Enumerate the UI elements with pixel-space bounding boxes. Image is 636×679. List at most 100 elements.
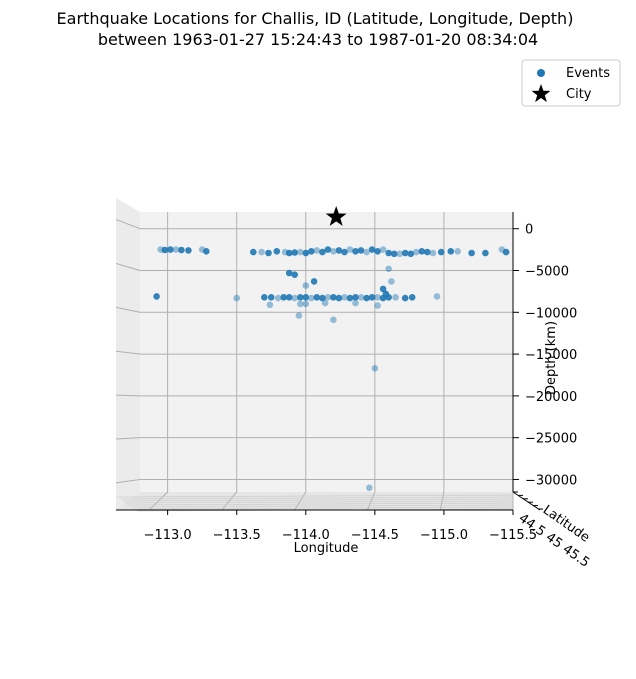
event-point (295, 312, 303, 319)
event-point (291, 271, 299, 279)
x-tick-label: −115.0 (420, 528, 468, 543)
y-axis-line (512, 491, 541, 511)
event-point (454, 248, 462, 255)
event-point (265, 249, 272, 257)
event-point (390, 250, 398, 258)
event-point (352, 294, 359, 301)
event-point (341, 294, 348, 301)
event-point (385, 265, 393, 273)
legend-marker-city (531, 84, 551, 103)
z-tick-label: 0 (525, 223, 533, 238)
event-point (341, 248, 348, 256)
event-point (371, 365, 379, 372)
floor-gridline (439, 491, 445, 511)
event-point (319, 294, 326, 302)
chart-subtitle: between 1963-01-27 15:24:43 to 1987-01-2… (98, 30, 538, 49)
event-point (302, 282, 310, 289)
event-point (392, 294, 399, 301)
event-point (297, 248, 304, 256)
tick-labels: −113.0 −113.5 −114.0 −114.5 −115.0 −115.5 0 −50… (144, 223, 578, 543)
event-point (250, 248, 257, 256)
event-point (274, 294, 282, 302)
floor-depth-line (118, 496, 514, 500)
scatter-points (153, 206, 510, 492)
event-point (285, 294, 293, 301)
event-point (346, 294, 354, 302)
event-point (285, 249, 293, 257)
x-tick-label: −115.5 (489, 528, 537, 543)
floor-depth-line (115, 494, 514, 498)
event-point (324, 294, 332, 301)
event-point (302, 249, 310, 257)
event-point (379, 246, 387, 253)
left-pane-gridline (115, 219, 141, 230)
floor-gridline (294, 491, 307, 511)
event-point (437, 248, 445, 256)
legend-label-events: Events (566, 66, 610, 81)
event-point (408, 294, 416, 301)
event-point (285, 269, 293, 277)
event-point (153, 293, 160, 300)
axes (116, 212, 543, 515)
event-point (280, 294, 288, 301)
left-pane-gridline (115, 394, 141, 397)
pane-back (140, 212, 513, 492)
left-pane-gridline (115, 306, 141, 313)
event-point (267, 294, 275, 301)
event-point (396, 250, 404, 258)
event-point (368, 294, 376, 301)
event-point (352, 248, 359, 255)
event-point (368, 246, 376, 253)
event-point (233, 294, 240, 302)
event-point (261, 294, 268, 301)
event-point (330, 316, 337, 324)
event-point (330, 294, 337, 301)
event-point (185, 247, 192, 254)
event-point (429, 249, 437, 257)
event-point (385, 249, 393, 257)
x-tick-label: −114.0 (282, 528, 330, 543)
event-point (401, 294, 409, 302)
legend-box (521, 59, 621, 107)
event-point (357, 247, 365, 254)
event-point (310, 278, 318, 285)
legend: Events City (521, 59, 621, 107)
legend-label-city: City (566, 87, 592, 102)
event-point (335, 294, 343, 302)
event-point (167, 246, 174, 253)
event-point (330, 248, 337, 255)
event-point (319, 248, 326, 256)
left-pane-gridline (115, 262, 141, 271)
event-point (308, 248, 315, 255)
legend-marker-events (537, 69, 545, 77)
event-point (363, 248, 370, 256)
z-tick-label: −30000 (525, 473, 577, 488)
z-tick-label: −15000 (525, 348, 577, 363)
x-axis-label: Longitude (294, 541, 359, 556)
floor-depth-line (133, 506, 514, 510)
event-point (321, 299, 329, 307)
event-point (447, 248, 455, 255)
event-point (413, 248, 420, 256)
event-point (379, 285, 387, 293)
event-point (313, 247, 321, 254)
event-point (433, 293, 441, 300)
left-pane-gridline (115, 478, 141, 484)
x-tick-label: −114.5 (351, 528, 399, 543)
floor-gridline (366, 491, 376, 511)
event-point (324, 246, 332, 253)
grid (115, 212, 514, 512)
z-tick-label: −5000 (525, 265, 569, 280)
z-tick-label: −10000 (525, 306, 577, 321)
event-point (266, 301, 274, 309)
event-point (502, 248, 510, 256)
event-point (424, 248, 431, 256)
x-tick-label: −113.5 (213, 528, 261, 543)
event-point (374, 302, 381, 309)
event-point (313, 294, 321, 301)
event-point (291, 249, 299, 256)
event-point (407, 250, 415, 258)
event-point (335, 247, 343, 254)
event-point (401, 249, 409, 257)
